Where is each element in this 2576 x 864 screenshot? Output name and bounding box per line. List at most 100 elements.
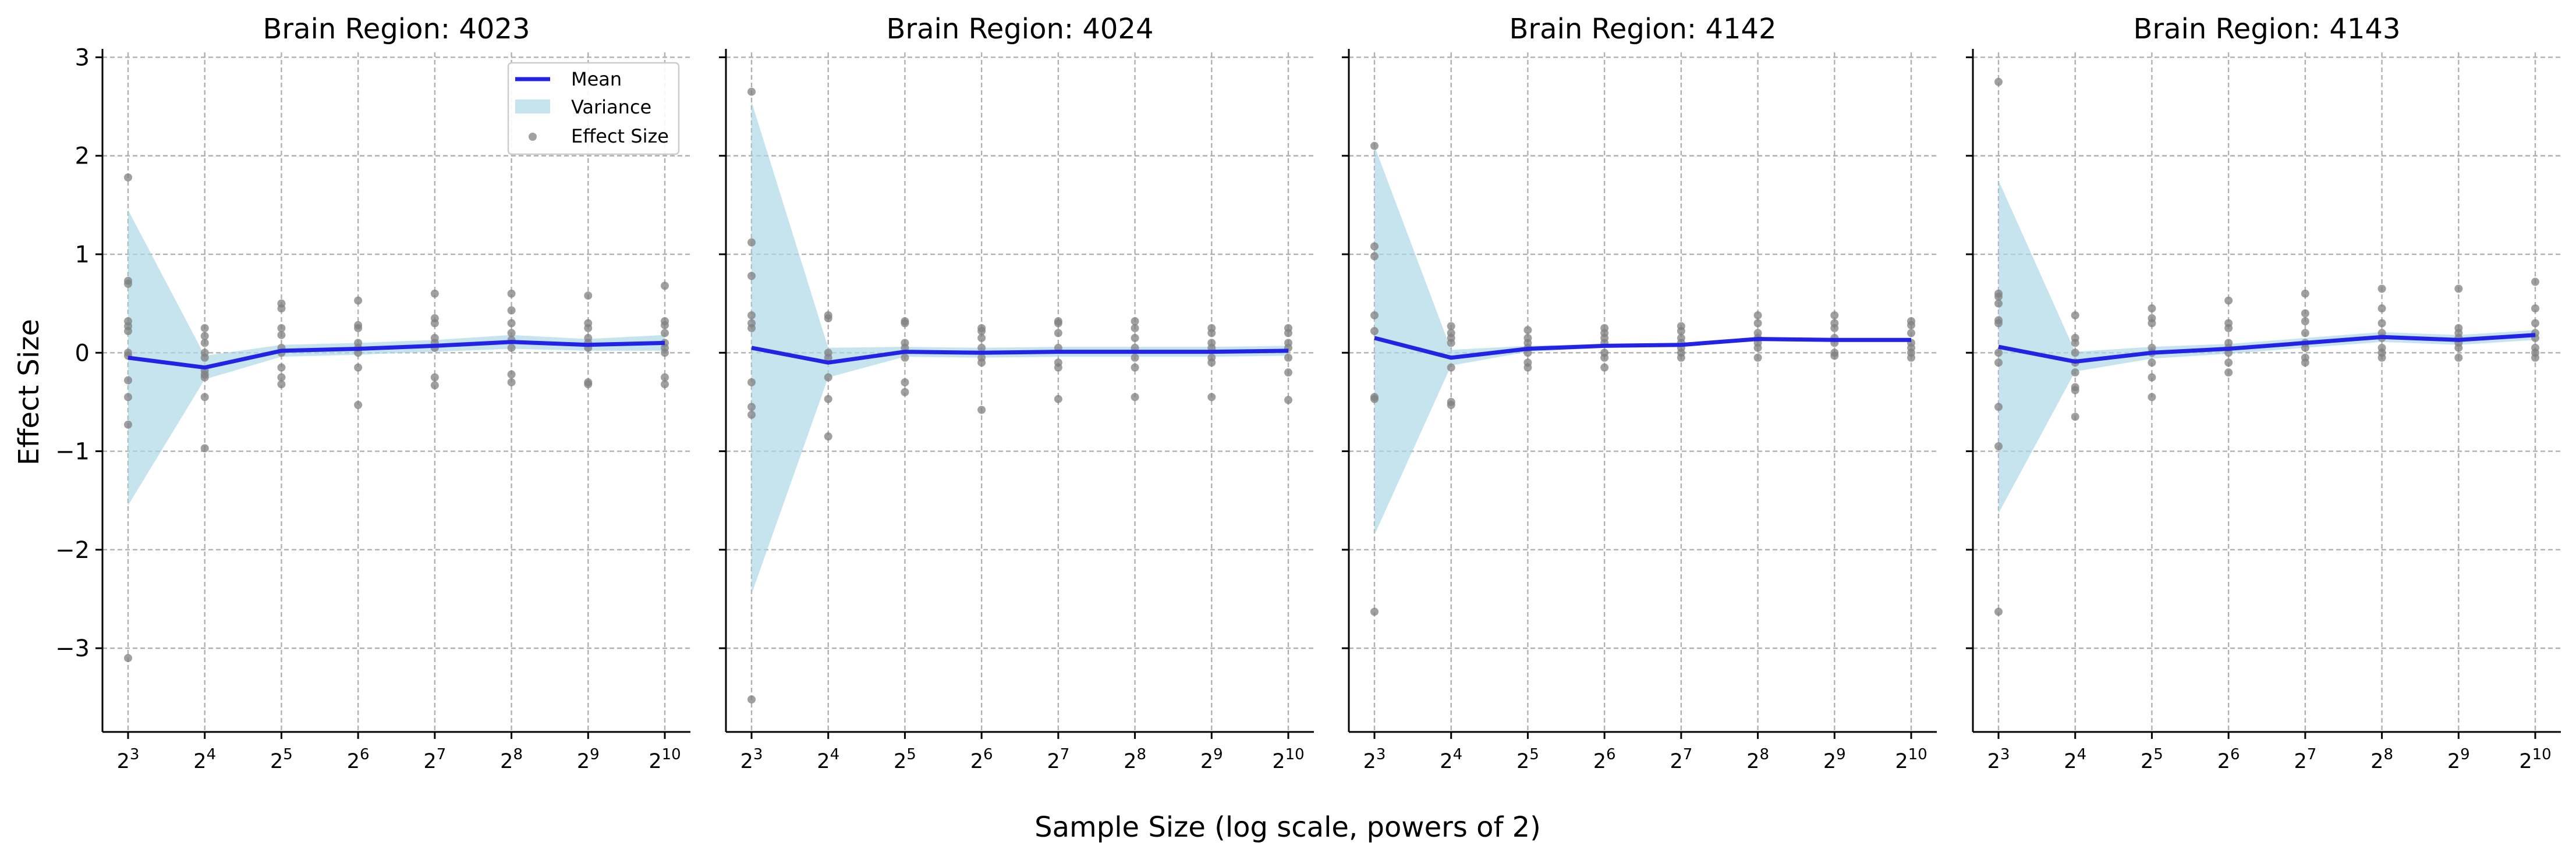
effect-size-point [430, 373, 439, 382]
effect-size-point [2531, 319, 2539, 328]
x-axis-label: Sample Size (log scale, powers of 2) [1034, 811, 1541, 844]
effect-size-point [2148, 304, 2156, 313]
effect-size-point [2301, 329, 2309, 337]
effect-size-point [1131, 333, 1139, 342]
effect-size-point [1600, 353, 1609, 362]
effect-size-point [124, 393, 132, 401]
effect-size-point [584, 323, 593, 332]
effect-size-point [124, 327, 132, 336]
x-tick-label: 28 [500, 746, 523, 773]
effect-size-point [1994, 442, 2003, 451]
x-tick-label: 28 [2371, 746, 2393, 773]
legend-label: Effect Size [571, 125, 669, 147]
x-tick-label: 23 [1987, 746, 2010, 773]
effect-size-point [507, 370, 516, 379]
effect-size-point [1677, 353, 1685, 362]
effect-size-point [2377, 285, 2386, 293]
mean-line [1374, 336, 1911, 360]
effect-size-point [747, 323, 756, 332]
effect-size-point [2301, 309, 2309, 318]
effect-size-point [2148, 319, 2156, 328]
x-tick-label: 29 [577, 746, 600, 773]
effect-size-point [977, 343, 986, 352]
x-tick-label: 29 [1200, 746, 1223, 773]
x-tick-label: 27 [2294, 746, 2316, 773]
effect-size-point [277, 323, 286, 332]
effect-size-point [1677, 327, 1685, 336]
mean-line [127, 340, 665, 370]
x-tick-label: 210 [1895, 746, 1927, 773]
effect-size-point [2148, 358, 2156, 367]
effect-size-point [1830, 311, 1839, 319]
effect-size-point [200, 444, 209, 453]
effect-size-point [507, 319, 516, 328]
effect-size-point [507, 343, 516, 352]
effect-size-point [2071, 368, 2079, 377]
y-tick-label: −2 [55, 537, 90, 564]
effect-size-point [747, 87, 756, 96]
effect-size-point [661, 321, 669, 329]
variance-band [128, 209, 665, 506]
legend-label: Variance [571, 96, 651, 118]
effect-size-point [661, 373, 669, 382]
effect-size-point [1753, 343, 1762, 352]
effect-size-point [124, 173, 132, 182]
effect-size-point [2377, 304, 2386, 313]
effect-size-point [1370, 607, 1379, 616]
effect-size-point [2148, 393, 2156, 401]
effect-size-point [507, 289, 516, 298]
panel-title: Brain Region: 4023 [263, 13, 530, 45]
effect-size-point [901, 388, 909, 396]
x-tick-label: 210 [649, 746, 681, 773]
effect-size-point [1523, 326, 1532, 335]
effect-size-point [1054, 394, 1062, 403]
effect-size-point [1994, 607, 2003, 616]
effect-size-point [661, 329, 669, 337]
panel-title: Brain Region: 4143 [2134, 13, 2401, 45]
effect-size-point [2301, 343, 2309, 352]
effect-size-point [277, 304, 286, 313]
variance-band [752, 101, 1288, 595]
effect-size-point [1370, 327, 1379, 336]
effect-size-point [2454, 343, 2463, 352]
x-tick-label: 26 [970, 746, 993, 773]
y-tick-label: −1 [55, 439, 90, 465]
effect-size-point [2071, 349, 2079, 357]
effect-size-point [1994, 299, 2003, 308]
x-tick-label: 210 [1272, 746, 1304, 773]
effect-size-point [1830, 323, 1839, 332]
y-tick-label: −3 [55, 635, 90, 662]
effect-size-point [277, 330, 286, 339]
effect-size-point [747, 403, 756, 411]
effect-size-point [1753, 353, 1762, 362]
effect-size-point [2531, 278, 2539, 286]
effect-size-point [2148, 373, 2156, 382]
effect-size-point [124, 654, 132, 663]
effect-size-point [901, 353, 909, 362]
legend-variance-swatch [515, 99, 550, 113]
effect-size-point [747, 695, 756, 704]
effect-size-point [124, 376, 132, 385]
effect-size-point [1370, 311, 1379, 319]
effect-size-point [1907, 329, 1915, 337]
effect-size-point [2301, 289, 2309, 298]
legend-box [507, 62, 680, 155]
x-tick-label: 25 [894, 746, 916, 773]
effect-size-point [901, 378, 909, 387]
effect-size-point [124, 420, 132, 429]
x-tick-label: 27 [1047, 746, 1069, 773]
effect-size-point [747, 410, 756, 419]
mean-line [751, 346, 1289, 365]
effect-size-point [1994, 349, 2003, 357]
x-tick-label: 24 [1440, 746, 1462, 773]
effect-size-point [747, 238, 756, 247]
mean-line [1998, 333, 2536, 364]
effect-size-point [824, 432, 832, 441]
effect-size-point [977, 406, 986, 414]
effect-size-point [1284, 353, 1292, 362]
effect-size-point [354, 296, 363, 305]
effect-size-point [1370, 242, 1379, 251]
effect-size-point [2301, 317, 2309, 326]
